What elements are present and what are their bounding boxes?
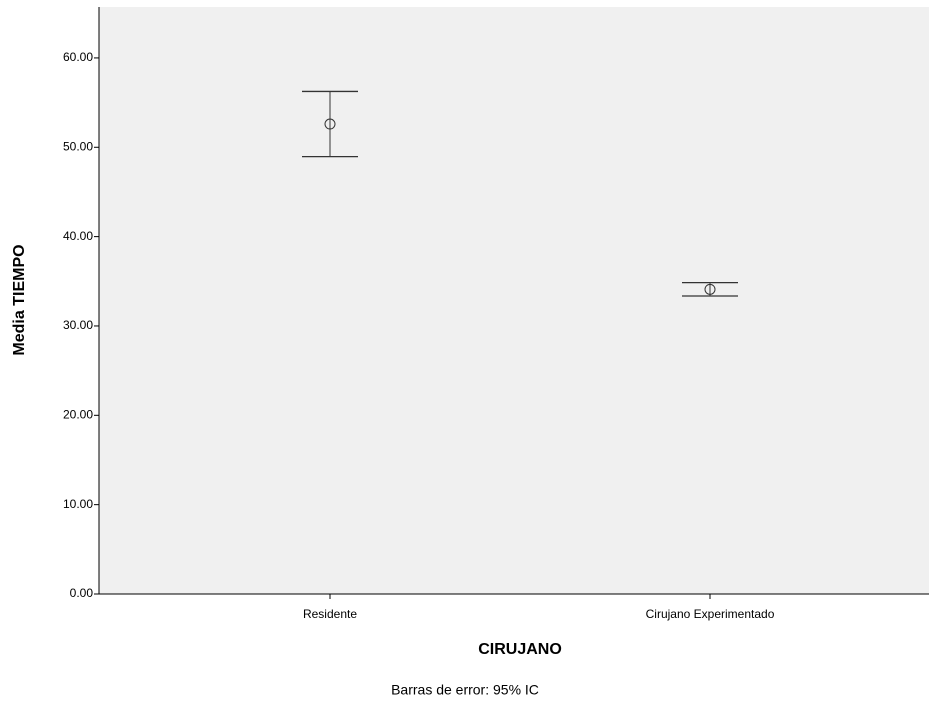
mean-marker [704, 283, 716, 295]
y-tick-label: 20.00 [63, 407, 93, 421]
x-axis-title: CIRUJANO [478, 641, 562, 658]
y-tick-label: 60.00 [63, 50, 93, 64]
plot-area [99, 7, 929, 594]
y-tick-label: 0.00 [70, 586, 94, 600]
y-axis-title: Media TIEMPO [11, 244, 28, 355]
x-tick-label: Residente [303, 607, 357, 621]
y-tick-label: 40.00 [63, 229, 93, 243]
footnote: Barras de error: 95% IC [391, 682, 539, 698]
mean-marker [324, 118, 336, 130]
x-tick-label: Cirujano Experimentado [646, 607, 775, 621]
y-tick-label: 50.00 [63, 139, 93, 153]
y-tick-label: 30.00 [63, 318, 93, 332]
y-tick-label: 10.00 [63, 497, 93, 511]
